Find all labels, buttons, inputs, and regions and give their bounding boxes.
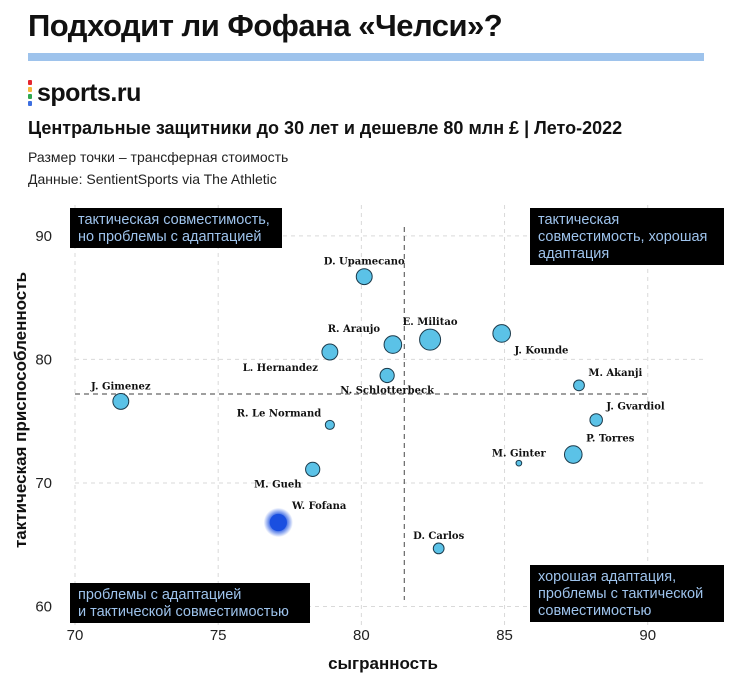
quadrant-note-bottom-right: хорошая адаптация,проблемы с тактической… (530, 565, 724, 622)
point-label: D. Upamecano (324, 257, 405, 268)
quadrant-note-top-left: тактическая совместимость,но проблемы с … (70, 208, 282, 248)
x-tick-label: 75 (210, 627, 227, 644)
data-point (515, 459, 523, 467)
quadrant-note-top-left-text: но проблемы с адаптацией (78, 229, 262, 245)
logo-bar-green (28, 94, 32, 99)
y-tick-label: 60 (35, 598, 52, 615)
quadrant-note-top-right-text: совместимость, хорошая (538, 229, 707, 245)
point-label: M. Gueh (254, 479, 302, 490)
quadrant-note-top-right-text: адаптация (538, 246, 609, 262)
quadrant-note-bottom-right-text: совместимостью (538, 603, 652, 619)
quadrant-note-bottom-right-bg (530, 565, 724, 622)
logo-bar-yellow (28, 87, 32, 92)
data-source: Данные: SentientSports via The Athletic (28, 171, 277, 187)
point-label: J. Gvardiol (605, 402, 664, 413)
point-label: R. Le Normand (237, 408, 322, 419)
x-tick-label: 70 (67, 627, 84, 644)
data-point (492, 324, 511, 343)
x-tick-label: 80 (353, 627, 370, 644)
quadrant-note-top-left-text: тактическая совместимость, (78, 212, 270, 228)
quadrant-note-top-left-bg (70, 208, 282, 248)
quadrant-note-bottom-left-text: проблемы с адаптацией (78, 587, 241, 603)
page-title: Подходит ли Фофана «Челси»? (28, 8, 503, 43)
point-label: J. Kounde (513, 345, 568, 356)
logo-bar-red (28, 80, 32, 85)
brand-name: sports.ru (37, 78, 141, 107)
chart-subtitle: Центральные защитники до 30 лет и дешевл… (28, 118, 623, 138)
x-axis-title: сыгранность (328, 654, 438, 673)
y-tick-label: 80 (35, 351, 52, 368)
y-tick-label: 70 (35, 475, 52, 492)
x-tick-label: 85 (496, 627, 513, 644)
quadrant-note-bottom-left-text: и тактической совместимостью (78, 604, 289, 620)
data-point (432, 542, 445, 555)
point-label: M. Akanji (588, 368, 642, 379)
point-label: W. Fofana (291, 501, 347, 512)
title-underline (28, 53, 704, 61)
data-point (383, 335, 403, 354)
quadrant-note-top-right-bg (530, 208, 724, 265)
data-point (573, 379, 585, 392)
point-label: E. Militao (403, 317, 458, 328)
quadrant-note-bottom-right-text: проблемы с тактической (538, 586, 703, 602)
data-point (355, 268, 373, 286)
point-label: J. Gimenez (90, 381, 151, 392)
quadrant-note-bottom-left-bg (70, 583, 310, 623)
point-label: P. Torres (586, 434, 635, 445)
point-label: D. Carlos (413, 531, 464, 542)
data-point (563, 445, 583, 464)
point-label: R. Araujo (328, 324, 381, 335)
data-point (112, 392, 130, 410)
size-note: Размер точки – трансферная стоимость (28, 149, 289, 165)
point-label: M. Ginter (492, 448, 547, 459)
logo-bars-icon (28, 80, 32, 106)
highlight-point (269, 513, 287, 532)
point-label: L. Hernandez (243, 363, 318, 374)
data-point (321, 343, 339, 361)
brand-logo: sports.ru (28, 78, 141, 108)
logo-bar-blue (28, 101, 32, 106)
y-axis-title: тактическая приспособленность (11, 272, 30, 548)
data-point (379, 367, 395, 384)
quadrant-note-bottom-right-text: хорошая адаптация, (538, 569, 676, 585)
data-point (305, 461, 321, 477)
data-point (419, 328, 442, 351)
point-label: N. Schlotterbeck (340, 386, 435, 397)
x-tick-label: 90 (639, 627, 656, 644)
data-point (589, 413, 603, 427)
quadrant-note-top-right-text: тактическая (538, 212, 619, 228)
y-tick-label: 90 (35, 228, 52, 245)
data-point (324, 419, 335, 430)
